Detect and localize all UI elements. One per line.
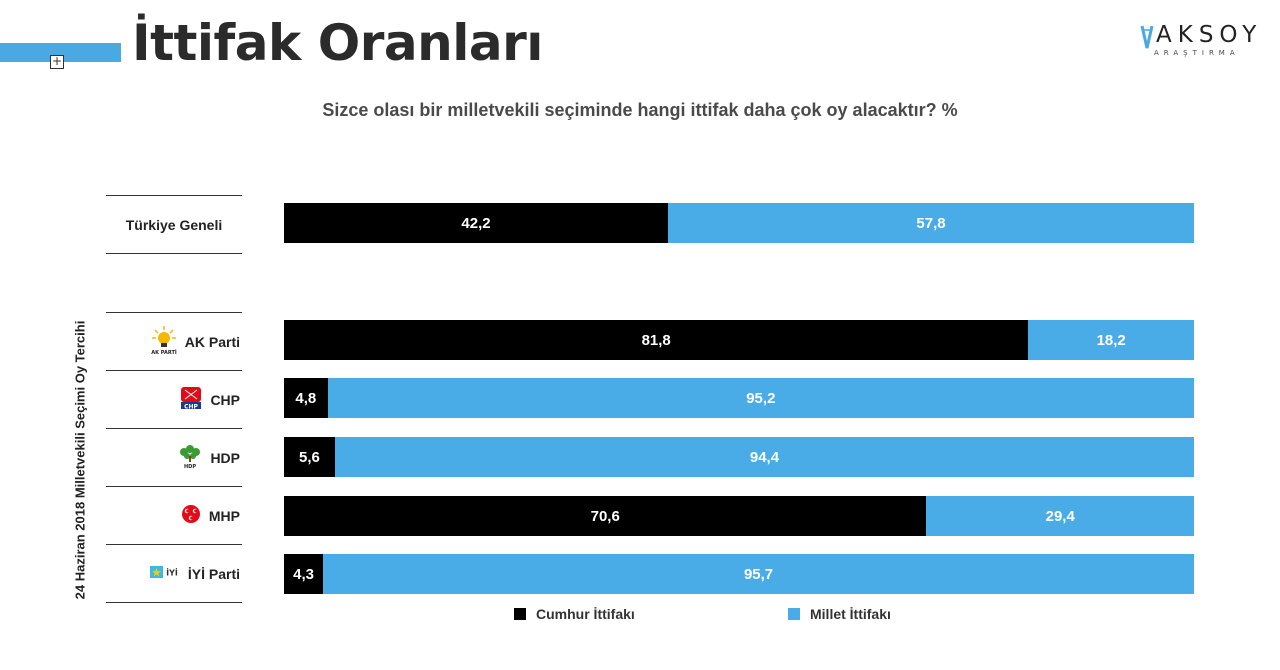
bar-millet: 94,4	[334, 437, 1194, 477]
bar-millet: 18,2	[1028, 320, 1194, 360]
header-accent-bar	[0, 43, 121, 62]
bar-millet: 29,4	[926, 496, 1194, 536]
stacked-bar-row: 5,6 94,4	[284, 437, 1194, 477]
stacked-bar-row: 4,8 95,2	[284, 378, 1194, 418]
bar-cumhur: 4,3	[284, 554, 324, 594]
logo-mark-icon	[1140, 25, 1154, 49]
data-label: 95,2	[746, 389, 776, 407]
legend-item-millet: Millet İttifakı	[788, 606, 891, 622]
svg-text:AK PARTİ: AK PARTİ	[151, 349, 177, 355]
chp-six-arrows-icon: CHP	[180, 386, 202, 413]
bar-millet: 95,7	[323, 554, 1194, 594]
bar-cumhur: 42,2	[284, 203, 669, 243]
page-title: İttifak Oranları	[132, 14, 543, 72]
survey-question: Sizce olası bir milletvekili seçiminde h…	[322, 100, 958, 120]
stacked-bar-row: 70,6 29,4	[284, 496, 1194, 536]
data-label: 18,2	[1096, 331, 1126, 349]
legend-item-cumhur: Cumhur İttifakı	[514, 606, 635, 622]
row-label-5: İYİ İYİ Parti	[106, 544, 242, 602]
data-label: 4,3	[293, 565, 314, 583]
data-label: 95,7	[743, 565, 774, 583]
stacked-bar-row: 42,2 57,8	[284, 203, 1194, 243]
svg-text:HDP: HDP	[184, 464, 196, 469]
legend-label-millet: Millet İttifakı	[810, 606, 891, 622]
logo-subtitle: ARAŞTIRMA	[1154, 49, 1240, 57]
aksoy-logo: AKSOY ARAŞTIRMA	[1140, 22, 1263, 57]
ak-parti-bulb-icon: AK PARTİ	[151, 325, 177, 358]
category-label: AK Parti	[184, 333, 240, 350]
row-label-0: Türkiye Geneli	[106, 195, 242, 253]
mhp-crescents-icon	[181, 504, 201, 527]
svg-text:CHP: CHP	[185, 403, 199, 410]
legend-swatch-cumhur	[514, 608, 526, 620]
legend-swatch-millet	[788, 608, 800, 620]
data-label: 42,2	[461, 214, 491, 232]
row-label-4: MHP	[106, 486, 242, 544]
bar-cumhur: 5,6	[284, 437, 335, 477]
stacked-bar-row: 81,8 18,2	[284, 320, 1194, 360]
data-label: 70,6	[590, 507, 620, 525]
category-label: İYİ Parti	[187, 565, 240, 582]
bar-cumhur: 4,8	[284, 378, 328, 418]
data-label: 57,8	[916, 214, 946, 232]
row-label-1: AK PARTİ AK Parti	[106, 312, 242, 370]
stacked-bar-row: 4,3 95,7	[284, 554, 1194, 594]
category-label: MHP	[208, 507, 240, 524]
row-divider	[106, 253, 242, 254]
row-label-3: HDP HDP	[106, 428, 242, 486]
category-label: CHP	[210, 391, 240, 408]
svg-text:İYİ: İYİ	[166, 568, 178, 578]
logo-word: AKSOY	[1156, 22, 1263, 48]
hdp-tree-icon: HDP	[178, 443, 202, 472]
iyi-parti-star-icon: İYİ	[149, 564, 180, 583]
category-label: HDP	[210, 449, 240, 466]
row-divider	[106, 602, 242, 603]
data-label: 29,4	[1045, 507, 1075, 525]
bar-cumhur: 81,8	[284, 320, 1029, 360]
expand-plus-icon[interactable]: +	[50, 54, 64, 69]
bar-millet: 95,2	[327, 378, 1194, 418]
data-label: 5,6	[299, 448, 320, 466]
data-label: 4,8	[295, 389, 317, 407]
bar-cumhur: 70,6	[284, 496, 927, 536]
data-label: 81,8	[641, 331, 671, 349]
side-axis-label: 24 Haziran 2018 Milletvekili Seçimi Oy T…	[72, 320, 88, 600]
legend-label-cumhur: Cumhur İttifakı	[536, 606, 635, 622]
category-label: Türkiye Geneli	[125, 216, 223, 233]
row-label-2: CHP CHP	[106, 370, 242, 428]
bar-millet: 57,8	[668, 203, 1194, 243]
data-label: 94,4	[749, 448, 780, 466]
